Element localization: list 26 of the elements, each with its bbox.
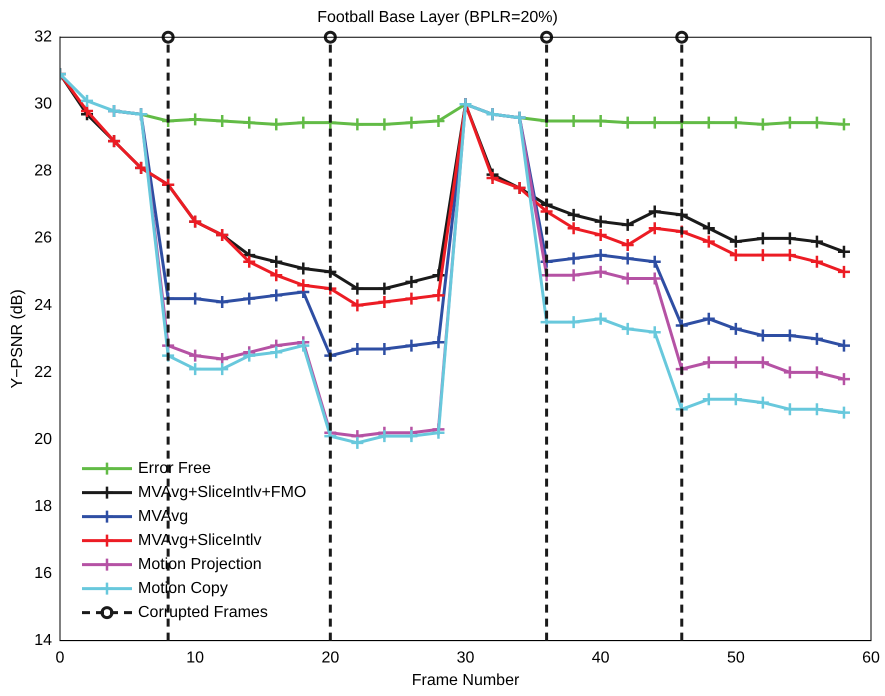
y-tick-label: 32 bbox=[34, 28, 52, 46]
chart-title: Football Base Layer (BPLR=20%) bbox=[317, 9, 558, 26]
x-tick-label: 30 bbox=[456, 650, 474, 667]
y-tick-label: 28 bbox=[34, 162, 52, 180]
y-tick-label: 16 bbox=[34, 564, 52, 582]
y-tick-label: 26 bbox=[34, 230, 52, 247]
legend-label: Motion Projection bbox=[138, 556, 262, 574]
legend-label: MVAvg bbox=[138, 508, 188, 526]
legend-label: MVAvg+SliceIntlv bbox=[138, 532, 262, 550]
x-tick-label: 40 bbox=[592, 650, 610, 667]
y-axis-title: Y−PSNR (dB) bbox=[9, 289, 26, 388]
x-axis-title: Frame Number bbox=[412, 672, 520, 689]
legend-label: Motion Copy bbox=[138, 580, 228, 598]
y-tick-label: 18 bbox=[34, 498, 52, 515]
y-tick-label: 22 bbox=[34, 364, 52, 381]
x-tick-label: 10 bbox=[186, 650, 204, 667]
y-tick-label: 30 bbox=[34, 96, 52, 113]
legend-label: Corrupted Frames bbox=[138, 604, 268, 622]
y-tick-label: 14 bbox=[34, 632, 52, 650]
y-tick-label: 20 bbox=[34, 430, 52, 448]
legend-label: MVAvg+SliceIntlv+FMO bbox=[138, 484, 306, 502]
x-tick-label: 60 bbox=[862, 650, 880, 667]
y-tick-label: 24 bbox=[34, 296, 52, 314]
x-tick-label: 0 bbox=[56, 650, 65, 667]
x-tick-label: 20 bbox=[321, 650, 340, 667]
x-tick-label: 50 bbox=[726, 650, 745, 667]
